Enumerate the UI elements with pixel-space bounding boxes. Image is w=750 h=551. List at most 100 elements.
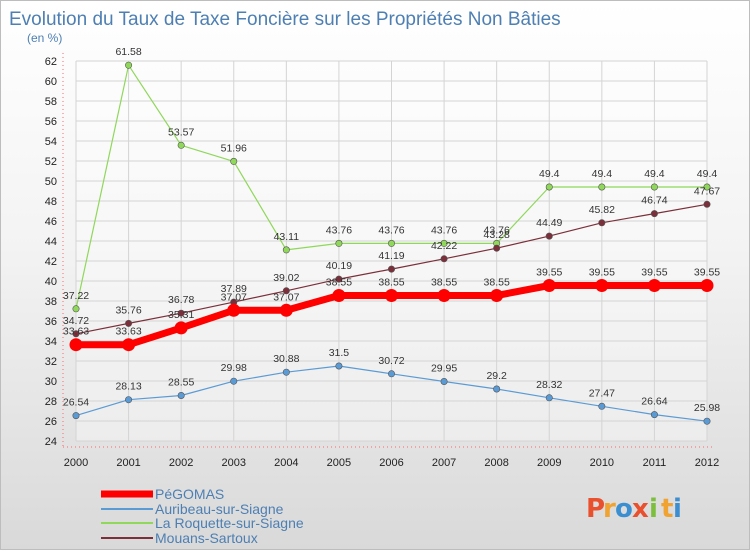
data-label: 43.76 [326,224,352,236]
data-point [282,287,290,295]
data-point [493,385,501,393]
y-tick-label: 40 [45,276,57,288]
legend-label: Mouans-Sartoux [155,530,258,546]
y-tick-label: 58 [45,96,57,108]
data-point [230,377,238,385]
logo-letter: r [603,494,616,524]
data-label: 37.07 [221,291,247,303]
data-label: 37.22 [63,290,89,302]
data-label: 25.98 [694,402,720,414]
data-label: 27.47 [589,387,615,399]
data-label: 29.98 [221,362,247,374]
data-label: 26.64 [641,396,667,408]
data-point [545,394,553,402]
data-label: 34.72 [63,315,89,327]
data-label: 49.4 [697,168,718,180]
data-point [542,279,556,292]
data-label: 38.55 [326,277,352,289]
data-point [647,279,661,292]
data-point [703,417,711,425]
data-point [703,200,711,208]
x-tick-label: 2011 [643,457,667,469]
data-label: 47.67 [694,185,720,197]
x-tick-label: 2000 [64,457,88,469]
data-point [387,239,395,247]
proxiti-logo: Pr o x i t i [586,494,682,524]
data-label: 38.55 [431,277,457,289]
y-tick-label: 52 [45,156,57,168]
y-tick-label: 34 [45,336,57,348]
data-label: 31.5 [329,347,350,359]
data-label: 43.76 [484,224,510,236]
legend-label: PéGOMAS [155,486,224,502]
data-label: 43.11 [274,231,300,243]
data-point [385,289,398,302]
grid-lines [75,60,708,442]
x-tick-label: 2009 [537,457,561,469]
x-tick-label: 2001 [116,457,140,469]
data-label: 37.89 [221,283,247,295]
data-label: 28.32 [536,379,562,391]
data-label: 41.19 [378,250,404,262]
data-point [122,338,136,352]
x-tick-label: 2002 [169,457,193,469]
data-point [700,279,714,292]
y-tick-label: 38 [45,296,57,308]
data-point [279,303,293,317]
y-tick-label: 30 [45,376,57,388]
data-point [703,183,711,191]
data-label: 43.76 [378,224,404,236]
data-point [332,289,346,302]
data-point [227,303,241,317]
data-label: 30.72 [378,355,404,367]
logo-letter: P [586,494,605,524]
data-point [437,289,451,302]
x-tick-label: 2007 [432,457,456,469]
x-tick-label: 2006 [379,457,403,469]
x-tick-label: 2003 [222,457,246,469]
data-point [650,411,658,419]
data-point [72,412,80,420]
y-tick-label: 24 [45,436,57,448]
data-point [387,265,395,273]
y-tick-label: 44 [45,236,57,248]
data-point [230,157,238,165]
legend-label: Auribeau-sur-Siagne [155,501,284,517]
data-point [125,61,133,69]
data-point [440,255,448,263]
data-point [125,396,133,404]
data-label: 28.55 [168,377,194,389]
data-point [595,279,609,292]
data-label: 49.4 [644,168,665,180]
data-label: 42.22 [431,240,457,252]
data-point [490,289,504,302]
data-label: 33.63 [63,326,89,338]
data-point [282,246,290,254]
data-point [177,391,185,399]
data-label: 53.57 [168,126,194,138]
data-label: 39.55 [589,267,615,279]
data-label: 44.49 [536,217,562,229]
y-tick-label: 50 [45,176,57,188]
y-tick-label: 46 [45,216,57,228]
chart-title: Evolution du Taux de Taxe Foncière sur l… [9,9,561,30]
logo-letter: i [649,494,658,524]
data-label: 30.88 [273,353,299,365]
logo-letter: o [615,494,633,524]
data-label: 40.19 [326,260,352,272]
y-tick-label: 60 [45,76,57,88]
logo-letter: t [661,494,673,524]
y-tick-label: 56 [45,116,57,128]
data-point [335,275,343,283]
series-group [69,61,714,425]
y-tick-label: 54 [45,136,57,148]
data-point [493,244,501,252]
data-label: 39.55 [641,267,667,279]
data-point [440,239,448,247]
data-point [177,141,185,149]
y-tick-label: 26 [45,416,57,428]
data-label: 39.02 [273,272,299,284]
data-label: 37.07 [273,291,299,303]
